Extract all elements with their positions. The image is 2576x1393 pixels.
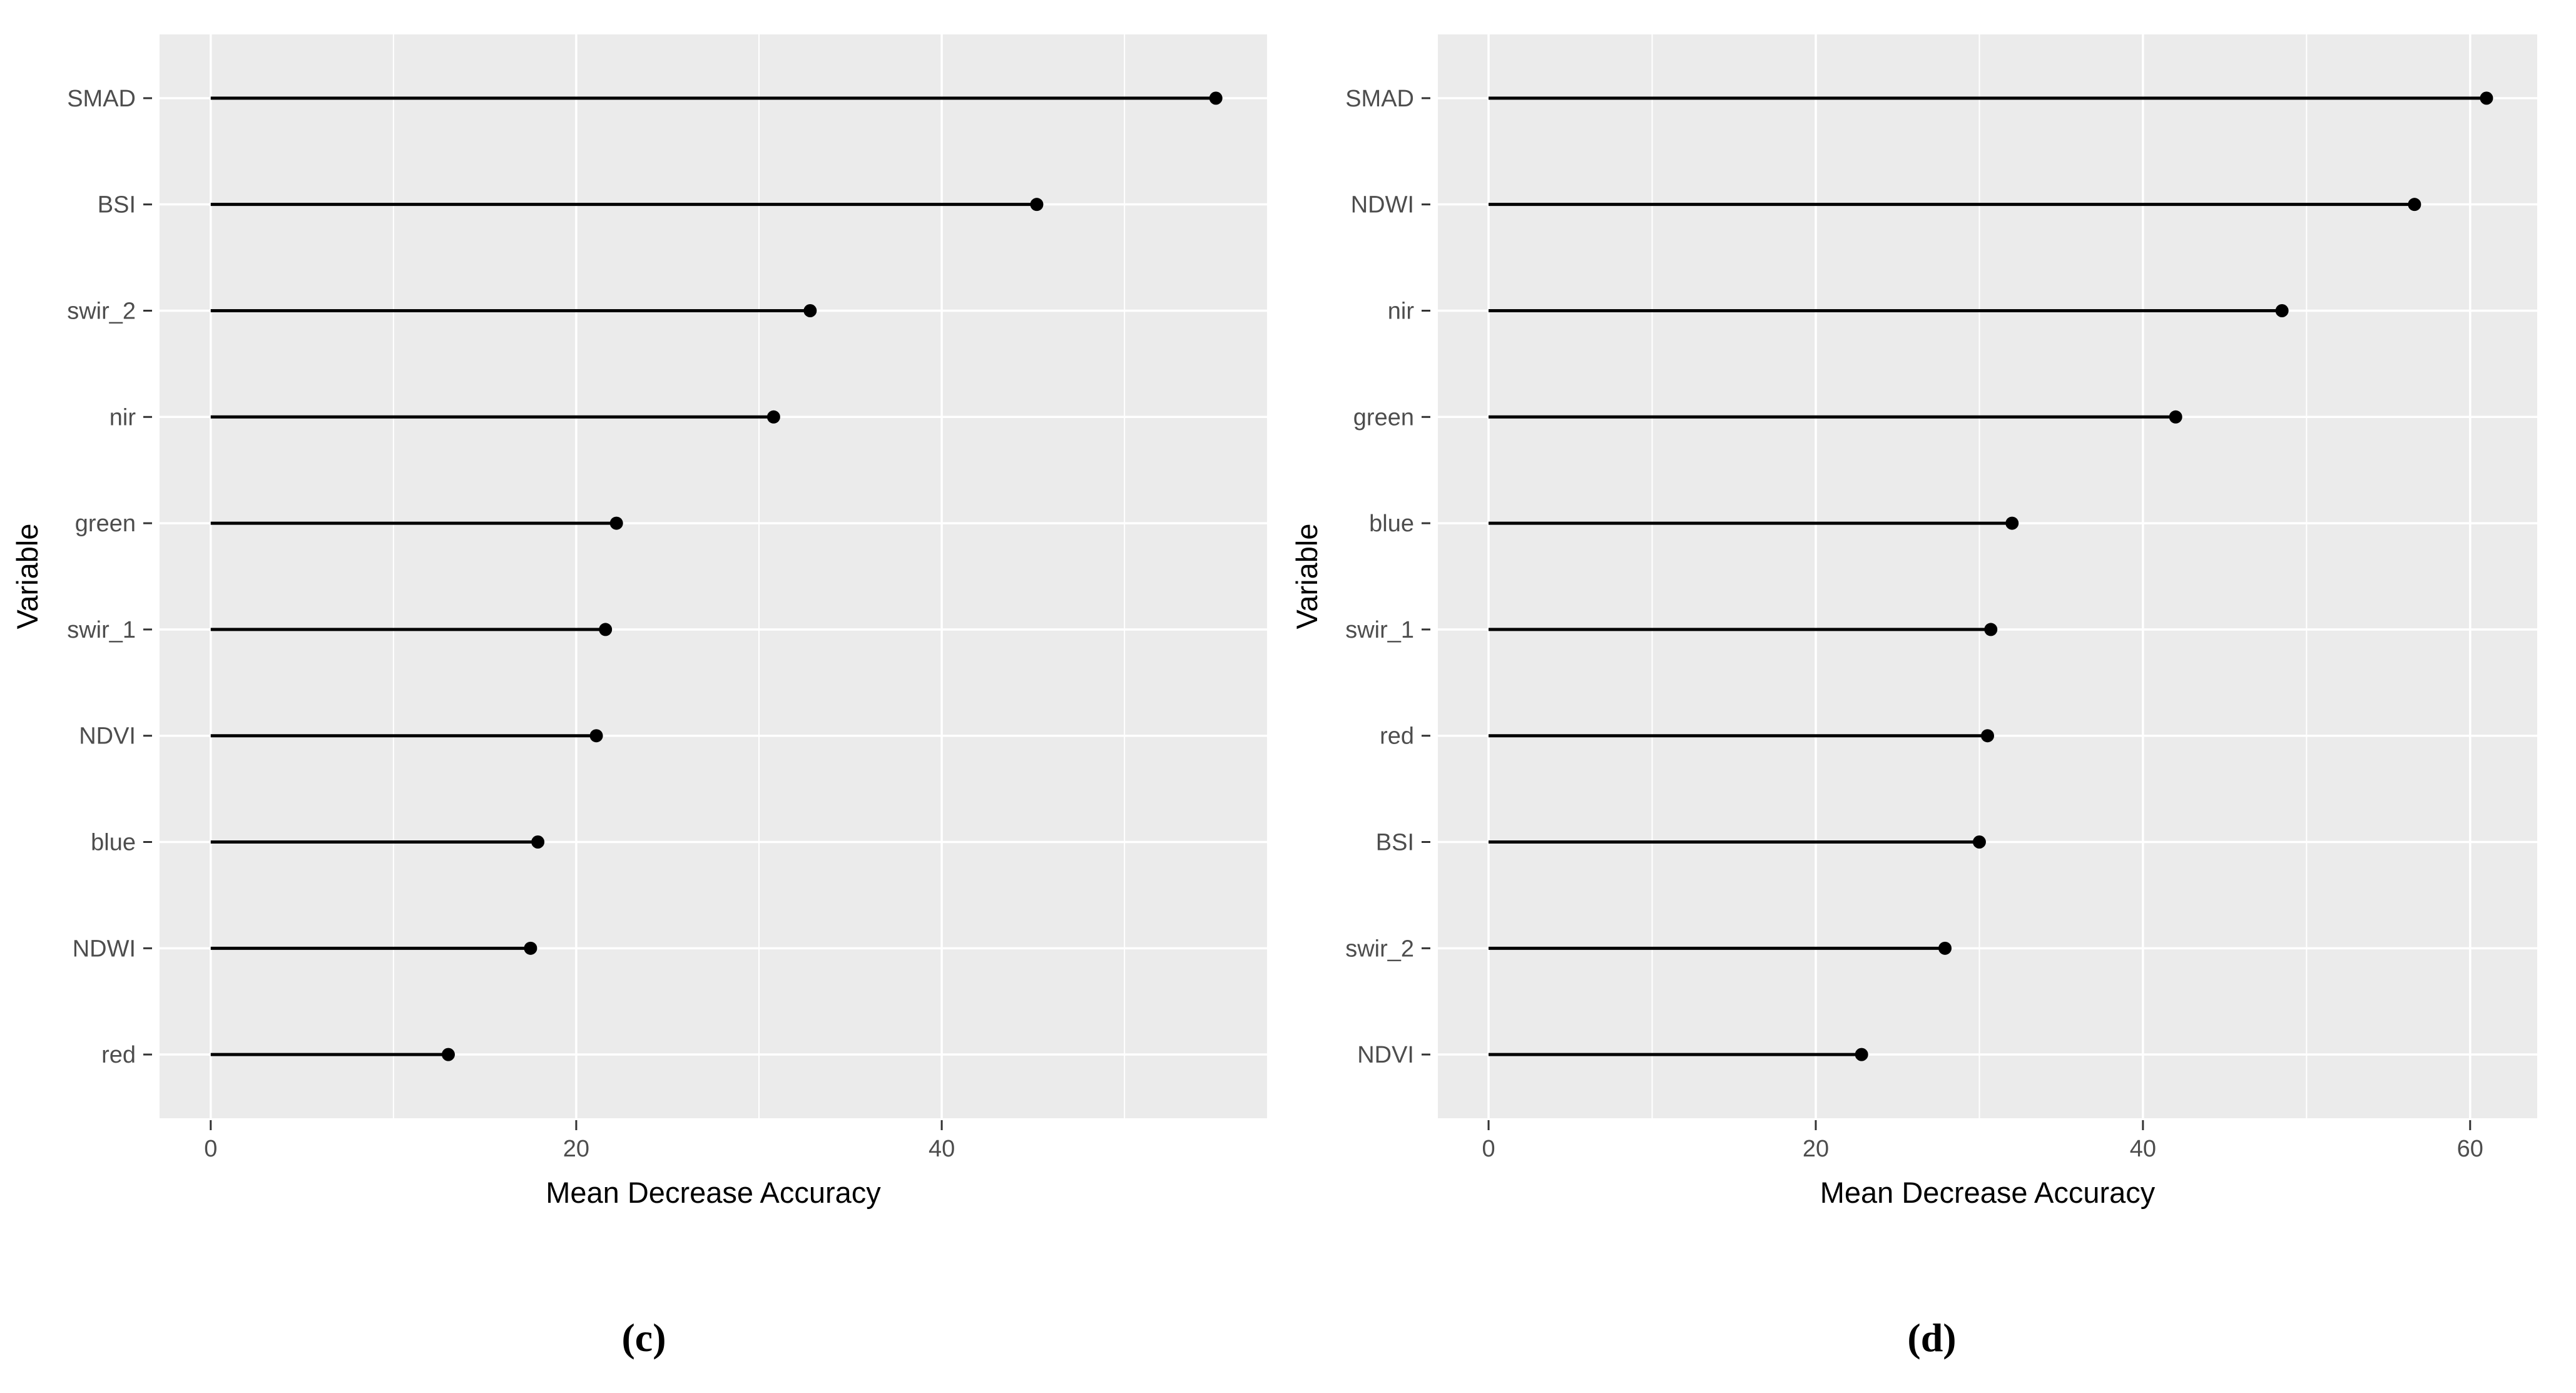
data-point bbox=[2169, 410, 2182, 424]
lollipop-row bbox=[1489, 729, 1994, 743]
plot-panel bbox=[1438, 34, 2537, 1118]
y-tick-label: blue bbox=[1369, 511, 1414, 537]
data-point bbox=[524, 941, 537, 955]
y-tick-label: nir bbox=[1388, 298, 1415, 324]
y-axis-title: Variable bbox=[1290, 524, 1323, 630]
data-point bbox=[531, 835, 545, 849]
data-point bbox=[599, 623, 613, 636]
y-tick-label: red bbox=[1380, 723, 1414, 750]
x-axis-title: Mean Decrease Accuracy bbox=[546, 1176, 881, 1209]
y-tick-label: NDVI bbox=[1357, 1042, 1414, 1068]
lollipop-row bbox=[1489, 410, 2182, 424]
lollipop-row bbox=[210, 729, 603, 743]
y-tick-label: swir_2 bbox=[1345, 936, 1414, 962]
lollipop-row bbox=[1489, 1048, 1868, 1061]
lollipop-row bbox=[1489, 623, 1998, 636]
x-tick-label: 60 bbox=[2457, 1136, 2483, 1162]
y-tick-label: swir_2 bbox=[67, 298, 136, 324]
x-tick-label: 0 bbox=[204, 1136, 217, 1162]
y-tick-label: green bbox=[1353, 404, 1414, 431]
y-tick-label: SMAD bbox=[1345, 86, 1414, 112]
lollipop-row bbox=[210, 1048, 455, 1061]
y-tick-label: BSI bbox=[1376, 830, 1414, 856]
y-tick-label: SMAD bbox=[67, 86, 136, 112]
y-tick-label: swir_1 bbox=[1345, 617, 1414, 643]
x-tick-label: 40 bbox=[929, 1136, 955, 1162]
data-point bbox=[1938, 941, 1952, 955]
data-point bbox=[766, 410, 780, 424]
y-tick-label: swir_1 bbox=[67, 617, 136, 643]
data-point bbox=[2005, 516, 2019, 530]
x-tick-label: 20 bbox=[1803, 1136, 1829, 1162]
x-tick-label: 40 bbox=[2130, 1136, 2156, 1162]
chart-d-caption: (d) bbox=[1907, 1315, 1957, 1360]
lollipop-row bbox=[1489, 304, 2289, 317]
lollipop-row bbox=[210, 198, 1044, 212]
x-axis-title: Mean Decrease Accuracy bbox=[1820, 1176, 2156, 1209]
plot-panel bbox=[160, 34, 1267, 1118]
data-point bbox=[1972, 835, 1986, 849]
y-tick-label: green bbox=[75, 511, 136, 537]
lollipop-row bbox=[1489, 91, 2493, 105]
lollipop-row bbox=[210, 91, 1223, 105]
lollipop-row bbox=[1489, 941, 1952, 955]
lollipop-row bbox=[210, 516, 623, 530]
data-point bbox=[609, 516, 623, 530]
y-tick-label: red bbox=[101, 1042, 136, 1068]
lollipop-row bbox=[210, 623, 613, 636]
lollipop-row bbox=[210, 410, 780, 424]
lollipop-row bbox=[1489, 198, 2421, 212]
data-point bbox=[589, 729, 603, 743]
y-tick-label: NDWI bbox=[1351, 192, 1414, 218]
chart-c-caption: (c) bbox=[621, 1315, 666, 1360]
y-tick-label: NDWI bbox=[73, 936, 136, 962]
y-tick-label: BSI bbox=[98, 192, 136, 218]
lollipop-row bbox=[210, 304, 817, 317]
data-point bbox=[2275, 304, 2289, 317]
data-point bbox=[1855, 1048, 1868, 1061]
lollipop-row bbox=[1489, 835, 1986, 849]
data-point bbox=[1984, 623, 1998, 636]
y-tick-label: blue bbox=[91, 830, 136, 856]
data-point bbox=[1981, 729, 1994, 743]
y-axis-title: Variable bbox=[11, 524, 44, 630]
data-point bbox=[803, 304, 817, 317]
data-point bbox=[441, 1048, 455, 1061]
data-point bbox=[1209, 91, 1223, 105]
data-point bbox=[2408, 198, 2421, 212]
lollipop-row bbox=[210, 835, 545, 849]
lollipop-row bbox=[1489, 516, 2019, 530]
x-tick-label: 0 bbox=[1482, 1136, 1495, 1162]
data-point bbox=[1030, 198, 1044, 212]
lollipop-row bbox=[210, 941, 537, 955]
x-tick-label: 20 bbox=[563, 1136, 589, 1162]
y-tick-label: NDVI bbox=[79, 723, 136, 750]
data-point bbox=[2480, 91, 2493, 105]
y-tick-label: nir bbox=[109, 404, 136, 431]
